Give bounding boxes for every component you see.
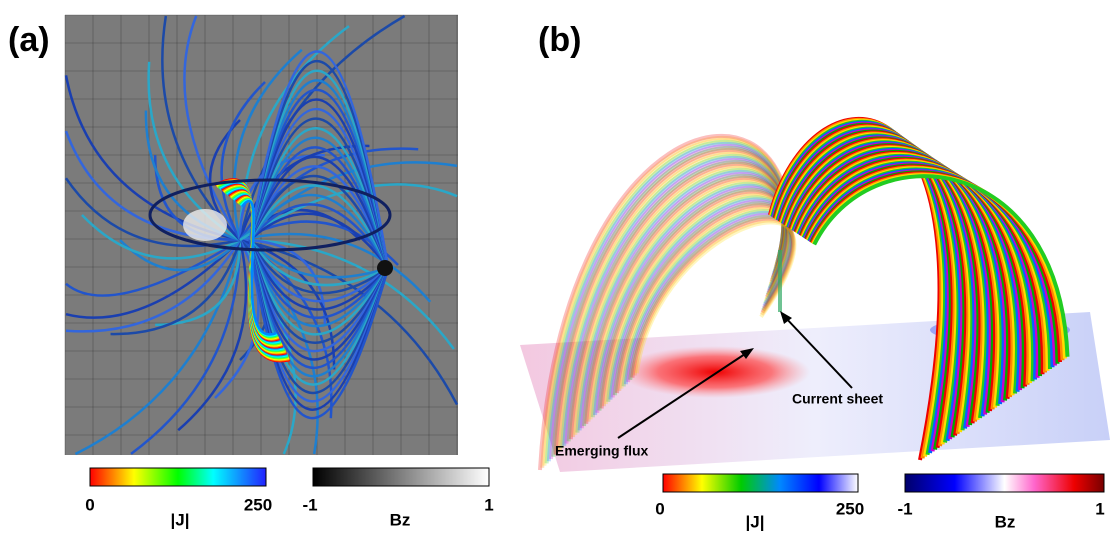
panel-label: (a) [8,21,50,59]
colorbar-title: |J| [746,512,765,531]
colorbar [90,468,266,486]
colorbar [905,474,1104,492]
emerging-region [620,346,810,398]
colorbar-max: 1 [1095,499,1104,518]
colorbar-title: Bz [390,510,411,529]
colorbar [313,468,489,486]
annotation: Current sheet [792,391,883,407]
figure: (a) (b) 0 250 |J| -1 1 Bz 0 250 |J| -1 1… [0,0,1111,533]
colorbar-title: Bz [995,512,1016,531]
page: {"panels": [ {"label": "(a)", "colorbars… [0,0,1111,533]
colorbar-title: |J| [171,510,190,529]
panel-label: (b) [538,21,581,59]
colorbar-max: 1 [484,495,493,514]
colorbar-min: 0 [85,495,94,514]
polarity [377,260,393,276]
colorbar-max: 250 [244,495,272,514]
polarity [183,209,227,241]
colorbar-min: 0 [655,499,664,518]
annotation: Emerging flux [555,443,649,459]
colorbar [663,474,858,492]
colorbar-max: 250 [836,499,864,518]
colorbar-min: -1 [897,499,912,518]
colorbar-min: -1 [302,495,317,514]
